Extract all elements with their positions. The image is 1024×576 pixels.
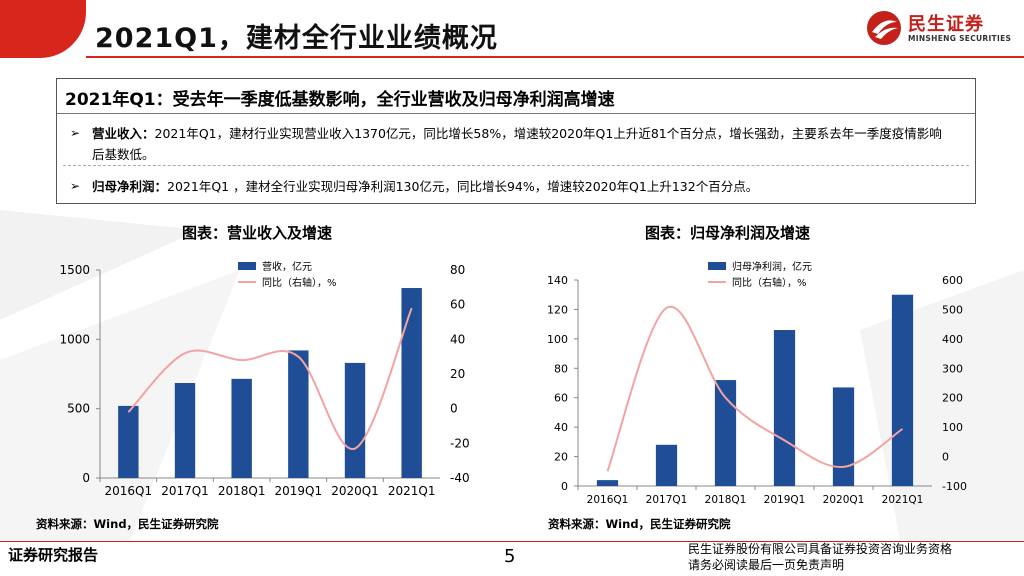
growth-line (606, 305, 904, 472)
bar (832, 387, 855, 486)
y2-tick-label: -100 (942, 480, 967, 493)
y-tick-label: 40 (554, 421, 568, 434)
y-tick-label: 60 (554, 392, 568, 405)
bullet-net-profit: ➢ 归母净利润：2021年Q1 ，建材全行业实现归母净利润130亿元，同比增长9… (70, 176, 952, 197)
y-tick-label: 0 (82, 471, 90, 485)
header-accent (0, 0, 86, 58)
x-tick-label: 2020Q1 (823, 494, 865, 506)
bar (596, 480, 619, 486)
minsheng-logo-icon (867, 11, 901, 45)
legend-bar-label: 归母净利润，亿元 (732, 260, 812, 273)
footer-disclaimer: 民生证券股份有限公司具备证券投资咨询业务资格 请务必阅读最后一页免责声明 (688, 541, 952, 573)
y-tick-label: 500 (67, 402, 90, 416)
bar (174, 383, 196, 478)
chart-title-net-profit: 图表：归母净利润及增速 (645, 224, 811, 242)
footer-disclaimer-note: 请务必阅读最后一页免责声明 (688, 558, 845, 572)
growth-line (127, 307, 413, 450)
logo-name-en: MINSHENG SECURITIES (908, 34, 1012, 43)
y-tick-label: 140 (547, 274, 568, 287)
x-tick-label: 2019Q1 (764, 494, 806, 506)
bullet-text: 2021年Q1，建材行业实现营业收入1370亿元，同比增长58%，增速较2020… (92, 126, 942, 162)
y2-tick-label: 100 (942, 421, 963, 434)
summary-heading-bar: 2021年Q1：受去年一季度低基数影响，全行业营收及归母净利润高增速 (57, 79, 975, 114)
legend-line-label: 同比（右轴），% (732, 276, 807, 289)
y2-tick-label: 20 (450, 367, 465, 381)
legend-line-label: 同比（右轴），% (262, 276, 337, 289)
y2-tick-label: 500 (942, 303, 963, 316)
y2-tick-label: 0 (450, 402, 458, 416)
bullet-arrow-icon: ➢ (70, 179, 81, 193)
logo-name-cn: 民生证券 (908, 14, 984, 35)
x-tick-label: 2018Q1 (218, 484, 266, 498)
summary-box: 2021年Q1：受去年一季度低基数影响，全行业营收及归母净利润高增速 ➢ 营业收… (56, 78, 976, 204)
bullet-revenue: ➢ 营业收入：2021年Q1，建材行业实现营业收入1370亿元，同比增长58%，… (70, 123, 952, 165)
legend-bar-swatch (238, 262, 256, 270)
x-tick-label: 2021Q1 (882, 494, 924, 506)
page-number: 5 (504, 546, 516, 567)
y2-tick-label: 60 (450, 298, 465, 312)
y2-tick-label: -40 (450, 471, 470, 485)
y2-tick-label: 40 (450, 332, 465, 346)
bar (118, 405, 139, 478)
bar (344, 362, 366, 478)
y2-tick-label: 80 (450, 263, 465, 277)
bar (231, 378, 252, 478)
y2-tick-label: 200 (942, 392, 963, 405)
footer-report-type: 证券研究报告 (8, 546, 99, 564)
revenue-chart: 0 500 1000 1500 -40 -20 0 20 40 60 80 2016Q1 2017Q1 2… (59, 260, 470, 498)
y-tick-label: 120 (547, 303, 568, 316)
x-tick-label: 2018Q1 (705, 494, 747, 506)
footer-divider (0, 541, 1024, 542)
legend-bar-swatch (708, 262, 726, 270)
y2-tick-label: 0 (942, 451, 949, 464)
source-note-net-profit: 资料来源：Wind，民生证券研究院 (548, 517, 731, 531)
summary-heading: 2021年Q1：受去年一季度低基数影响，全行业营收及归母净利润高增速 (65, 90, 615, 110)
y-tick-label: 80 (554, 362, 568, 375)
bullet-label: 归母净利润： (92, 179, 168, 194)
x-tick-label: 2016Q1 (105, 484, 153, 498)
bullet-label: 营业收入： (92, 126, 155, 141)
net-profit-chart: 0 20 40 60 80 100 120 140 -100 0 100 200 300 400 500 60… (547, 260, 967, 506)
bar (288, 350, 309, 478)
y-tick-label: 1500 (59, 263, 90, 277)
bar (891, 294, 914, 486)
x-tick-label: 2021Q1 (388, 484, 436, 498)
x-tick-label: 2016Q1 (587, 494, 629, 506)
bullet-divider (63, 165, 969, 166)
title-divider (86, 56, 1024, 58)
bar (655, 444, 678, 486)
y2-tick-label: 600 (942, 274, 963, 287)
legend-bar-label: 营收，亿元 (262, 260, 312, 273)
y-tick-label: 100 (547, 333, 568, 346)
y-tick-label: 0 (561, 480, 568, 493)
x-tick-label: 2019Q1 (275, 484, 323, 498)
y2-tick-label: 300 (942, 362, 963, 375)
bullet-arrow-icon: ➢ (70, 126, 81, 140)
y-tick-label: 20 (554, 451, 568, 464)
bar (714, 380, 737, 486)
x-tick-label: 2020Q1 (331, 484, 379, 498)
y-tick-label: 1000 (59, 332, 90, 346)
x-tick-label: 2017Q1 (646, 494, 688, 506)
chart-title-revenue: 图表：营业收入及增速 (182, 224, 333, 242)
y2-tick-label: -20 (450, 436, 470, 450)
bar (773, 330, 796, 486)
footer-qualification: 民生证券股份有限公司具备证券投资咨询业务资格 (688, 542, 953, 556)
y2-tick-label: 400 (942, 333, 963, 346)
source-note-revenue: 资料来源：Wind，民生证券研究院 (36, 517, 219, 531)
x-tick-label: 2017Q1 (161, 484, 209, 498)
bullet-text: 2021年Q1 ，建材全行业实现归母净利润130亿元，同比增长94%，增速较20… (167, 179, 759, 194)
page-title: 2021Q1，建材全行业业绩概况 (95, 23, 498, 54)
bar (401, 288, 422, 478)
company-logo: 民生证券 MINSHENG SECURITIES (866, 8, 1016, 50)
